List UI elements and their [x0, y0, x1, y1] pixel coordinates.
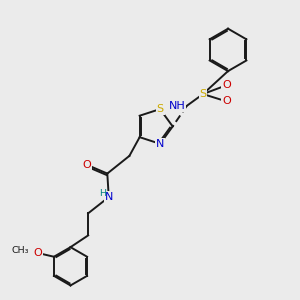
Text: H: H [99, 189, 106, 198]
Text: S: S [157, 104, 164, 114]
Text: O: O [82, 160, 91, 170]
Text: N: N [105, 192, 113, 202]
Text: O: O [34, 248, 43, 258]
Text: NH: NH [169, 101, 185, 111]
Text: O: O [222, 80, 231, 90]
Text: CH₃: CH₃ [11, 246, 29, 255]
Text: O: O [222, 96, 231, 106]
Text: S: S [200, 89, 207, 99]
Text: N: N [156, 139, 164, 149]
